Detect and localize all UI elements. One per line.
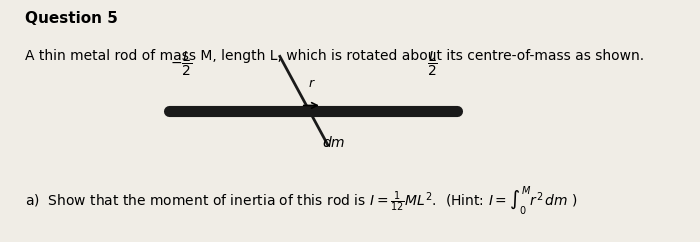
Text: $dm$: $dm$	[322, 135, 346, 150]
Text: a)  Show that the moment of inertia of this rod is $I = \frac{1}{12}ML^2$.  (Hin: a) Show that the moment of inertia of th…	[25, 184, 578, 217]
Text: $\dfrac{L}{2}$: $\dfrac{L}{2}$	[427, 50, 438, 78]
Text: A thin metal rod of mass M, length L, which is rotated about its centre-of-mass : A thin metal rod of mass M, length L, wh…	[25, 49, 645, 63]
Text: $r$: $r$	[308, 77, 316, 90]
Text: $-\dfrac{L}{2}$: $-\dfrac{L}{2}$	[170, 50, 192, 78]
Text: Question 5: Question 5	[25, 11, 118, 26]
